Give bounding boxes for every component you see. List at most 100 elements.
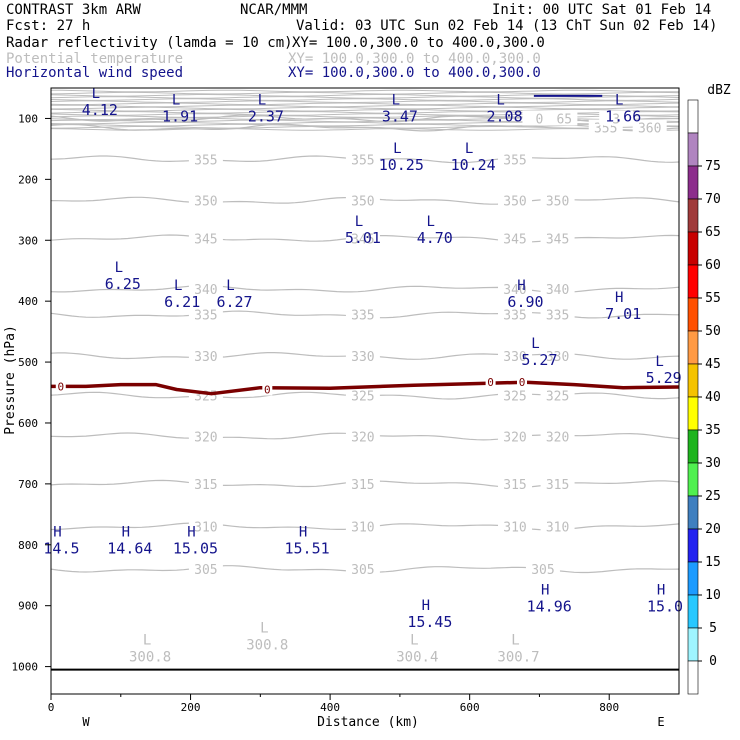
theta-contour-upper (50, 108, 680, 112)
colorbar-tick-label: 55 (705, 291, 721, 306)
theta-label: 305 (531, 563, 554, 578)
wind-extrema-value: 5.27 (521, 351, 557, 369)
theta-label: 315 (503, 478, 526, 493)
colorbar-swatch (687, 429, 699, 464)
theta-contour-upper (50, 128, 680, 131)
wind-extrema-letter: L (174, 278, 182, 294)
theta-label-bg (345, 387, 380, 403)
colorbar-swatch (687, 231, 699, 266)
theta-label-bg (188, 518, 223, 534)
theta-min-value: 300.8 (246, 637, 288, 653)
y-tick-label: 300 (18, 234, 38, 247)
theta-label-bg (188, 230, 223, 246)
theta-label-bg (498, 347, 533, 363)
x-tick-label: 600 (460, 701, 480, 714)
theta-label-bg (345, 428, 380, 444)
theta-min-letter: L (410, 633, 418, 649)
wind-extrema-letter: L (392, 92, 400, 108)
forecast-hour: Fcst: 27 h (6, 18, 91, 34)
axes: 0 200 400 600 800100200300400500600700800900… (12, 112, 620, 714)
x-tick-label: 400 (320, 701, 340, 714)
model-source: NCAR/MMM (240, 2, 308, 18)
theta-min-value: 300.4 (396, 650, 438, 666)
wind-extrema-letter: L (355, 214, 363, 230)
theta-label: 345 (546, 232, 569, 247)
wind-speed-extrema: L4.12L1.91L2.37L3.47L2.08L1.66L10.25L10.… (43, 86, 683, 631)
colorbar-tick-label: 25 (705, 489, 721, 504)
theta-label: 330 (351, 350, 374, 365)
theta-label: 335 (503, 309, 526, 324)
y-tick-label: 100 (18, 112, 38, 125)
colorbar-swatch (687, 198, 699, 233)
theta-label-bg (345, 230, 380, 246)
theta-label-bg (188, 347, 223, 363)
theta-label: 0 (536, 112, 544, 127)
wind-extrema-letter: L (92, 86, 100, 102)
theta-label-bg (498, 518, 533, 534)
y-tick-label: 900 (18, 600, 38, 613)
wind-extrema-value: 4.12 (82, 101, 118, 119)
wind-extrema-value: 6.21 (164, 293, 200, 311)
wind-extrema-letter: H (187, 525, 195, 541)
theta-label-bg (188, 428, 223, 444)
theta-label-bg (522, 110, 557, 126)
colorbar-tick-label: 60 (705, 258, 721, 273)
theta-label-bg (345, 306, 380, 322)
wind-extrema-value: 2.37 (248, 107, 284, 125)
theta-label: 315 (351, 478, 374, 493)
theta-label: 320 (194, 430, 217, 445)
colorbar-swatch (687, 165, 699, 200)
wind-extrema-value: 5.01 (345, 229, 381, 247)
theta-label-bg (632, 119, 667, 135)
wind-extrema-value: 6.90 (507, 293, 543, 311)
wind-extrema-letter: H (541, 583, 549, 599)
theta-label: 355 (503, 153, 526, 168)
field-theta-title: Potential temperature (6, 51, 184, 67)
colorbar-tick-label: 65 (705, 225, 721, 240)
theta-label: 305 (351, 563, 374, 578)
theta-label: 320 (351, 430, 374, 445)
field-theta-xy: XY= 100.0,300.0 to 400.0,300.0 (288, 51, 541, 67)
wind-extrema-value: 15.05 (173, 540, 218, 558)
wind-extrema-letter: L (427, 214, 435, 230)
theta-label-bg (540, 280, 575, 296)
freezing-label: 0 (519, 376, 526, 389)
west-label: W (82, 715, 90, 729)
freezing-level-line (51, 380, 680, 396)
wind-extrema-value: 1.66 (605, 107, 641, 125)
theta-label: 350 (194, 195, 217, 210)
theta-label-bg (498, 280, 533, 296)
theta-contour-labels: 305 305 305 310 310 310 310 315 315 315 315 320 320 3… (188, 110, 667, 578)
wind-extrema-letter: H (517, 278, 525, 294)
wind-extrema-letter: H (422, 598, 430, 614)
wind-extrema-letter: L (258, 92, 266, 108)
wind-extrema-value: 15.51 (285, 540, 330, 558)
theta-min-letter: L (260, 620, 268, 636)
theta-label-bg (540, 387, 575, 403)
theta-label-bg (540, 518, 575, 534)
theta-label: 360 (638, 122, 661, 137)
theta-label-bg (345, 192, 380, 208)
theta-label: 355 (194, 153, 217, 168)
theta-contour-upper (50, 89, 680, 93)
theta-label: 310 (546, 521, 569, 536)
colorbar-tick-label: 20 (705, 522, 721, 537)
theta-label-bg (345, 151, 380, 167)
theta-label-bg (345, 561, 380, 577)
colorbar-swatch (687, 264, 699, 299)
colorbar-swatch (687, 594, 699, 629)
field-reflectivity-xy: XY= 100.0,300.0 to 400.0,300.0 (292, 35, 545, 51)
theta-label: 320 (546, 430, 569, 445)
theta-label-bg (525, 561, 560, 577)
theta-min-value: 300.7 (497, 650, 539, 666)
field-wind-title: Horizontal wind speed (6, 65, 184, 81)
wind-extrema-value: 14.96 (527, 598, 572, 616)
theta-label: 340 (546, 283, 569, 298)
theta-label-bg (498, 428, 533, 444)
wind-extrema-value: 3.47 (382, 107, 418, 125)
theta-label-bg (498, 151, 533, 167)
theta-min-letter: L (143, 633, 151, 649)
theta-label: 340 (503, 283, 526, 298)
x-tick-label: 0 (48, 701, 55, 714)
wind-extrema-value: 5.29 (646, 369, 682, 387)
